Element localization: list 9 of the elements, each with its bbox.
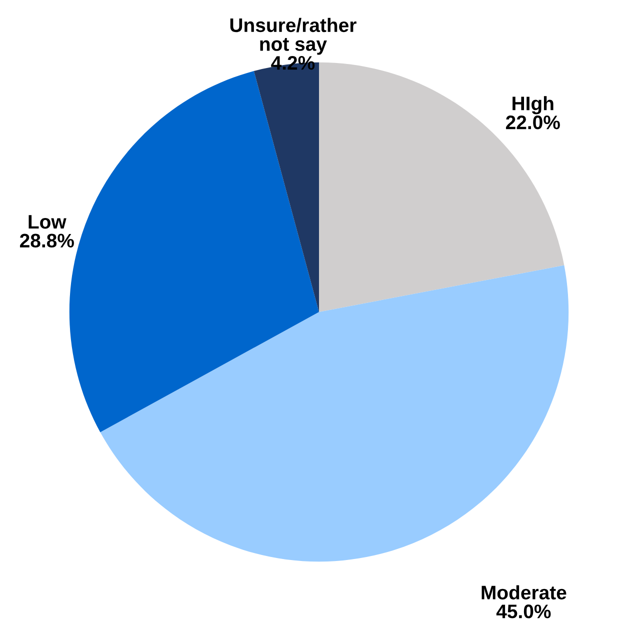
- slice-label: Moderate: [482, 585, 566, 600]
- pie-slice: [100, 265, 569, 562]
- slice-label: HIgh: [512, 96, 554, 114]
- data-label: 28.8%: [20, 234, 74, 248]
- data-label: 22.0%: [506, 116, 560, 130]
- data-label: 45.0%: [496, 604, 551, 618]
- pie-slice: [319, 62, 564, 312]
- slice-label: Unsure/rather not say: [230, 18, 356, 55]
- slice-label: Low: [28, 215, 66, 229]
